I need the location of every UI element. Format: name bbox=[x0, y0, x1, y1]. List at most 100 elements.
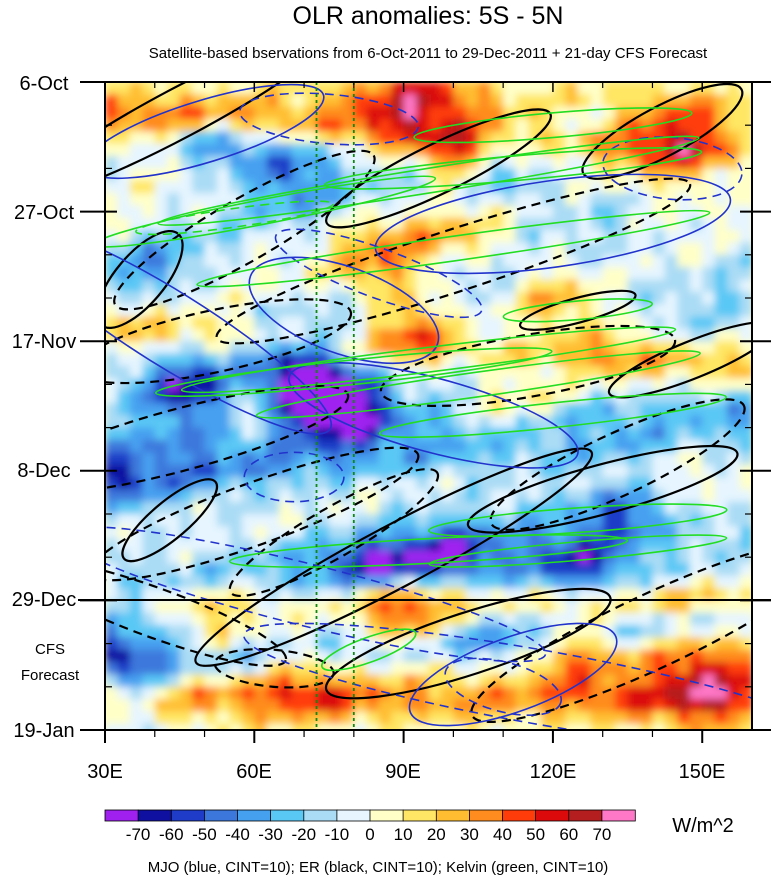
field-cell bbox=[129, 267, 144, 281]
field-cell bbox=[640, 230, 654, 244]
field-cell bbox=[727, 205, 741, 219]
field-cell bbox=[652, 378, 666, 392]
field-cell bbox=[279, 119, 293, 133]
field-cell bbox=[615, 588, 629, 602]
field-cell bbox=[453, 625, 467, 639]
field-cell bbox=[204, 353, 218, 367]
field-cell bbox=[565, 588, 579, 602]
field-cell bbox=[416, 156, 430, 170]
field-cell bbox=[179, 674, 193, 688]
field-cell bbox=[552, 477, 567, 491]
field-cell bbox=[416, 526, 430, 540]
field-cell bbox=[353, 205, 367, 219]
field-cell bbox=[192, 267, 206, 281]
field-cell bbox=[254, 711, 268, 725]
field-cell bbox=[217, 575, 231, 589]
field-cell bbox=[154, 600, 168, 614]
field-cell bbox=[142, 254, 156, 268]
field-cell bbox=[652, 711, 666, 725]
field-cell bbox=[304, 304, 318, 318]
field-cell bbox=[528, 575, 542, 589]
field-cell bbox=[217, 180, 231, 194]
field-cell bbox=[627, 551, 641, 565]
field-cell bbox=[590, 699, 604, 713]
field-cell bbox=[129, 686, 144, 700]
field-cell bbox=[329, 415, 343, 429]
field-cell bbox=[217, 106, 231, 120]
field-cell bbox=[428, 600, 442, 614]
field-cell bbox=[565, 427, 579, 441]
field-cell bbox=[615, 477, 629, 491]
field-cell bbox=[391, 662, 405, 676]
field-cell bbox=[341, 230, 355, 244]
field-cell bbox=[465, 662, 479, 676]
field-cell bbox=[490, 242, 504, 256]
field-cell bbox=[329, 341, 343, 355]
field-cell bbox=[677, 674, 691, 688]
field-cell bbox=[229, 254, 243, 268]
field-cell bbox=[440, 291, 455, 305]
field-cell bbox=[664, 514, 679, 528]
field-cell bbox=[117, 415, 131, 429]
field-cell bbox=[602, 316, 616, 330]
field-cell bbox=[129, 588, 144, 602]
field-cell bbox=[677, 538, 691, 552]
field-cell bbox=[478, 464, 492, 478]
field-cell bbox=[627, 477, 641, 491]
field-cell bbox=[627, 711, 641, 725]
field-cell bbox=[329, 699, 343, 713]
field-cell bbox=[229, 353, 243, 367]
field-cell bbox=[105, 538, 119, 552]
x-tick-label: 120E bbox=[530, 761, 577, 783]
field-cell bbox=[602, 402, 616, 416]
field-cell bbox=[167, 143, 181, 157]
field-cell bbox=[702, 378, 716, 392]
field-cell bbox=[329, 156, 343, 170]
field-cell bbox=[490, 477, 504, 491]
colorbar-swatch bbox=[303, 809, 338, 822]
field-cell bbox=[378, 316, 392, 330]
field-cell bbox=[465, 328, 479, 342]
field-cell bbox=[341, 686, 355, 700]
field-cell bbox=[217, 94, 231, 108]
field-cell bbox=[428, 526, 442, 540]
field-cell bbox=[179, 341, 193, 355]
field-cell bbox=[640, 514, 654, 528]
field-cell bbox=[689, 489, 703, 503]
field-cell bbox=[378, 143, 392, 157]
colorbar-level-label: -50 bbox=[192, 825, 217, 844]
field-cell bbox=[615, 575, 629, 589]
field-cell bbox=[266, 674, 280, 688]
field-cell bbox=[254, 230, 268, 244]
field-cell bbox=[440, 328, 455, 342]
field-cell bbox=[254, 415, 268, 429]
field-cell bbox=[689, 464, 703, 478]
field-cell bbox=[179, 415, 193, 429]
field-cell bbox=[105, 526, 119, 540]
field-cell bbox=[154, 341, 168, 355]
field-cell bbox=[515, 180, 529, 194]
field-cell bbox=[540, 242, 554, 256]
field-cell bbox=[627, 131, 641, 145]
field-cell bbox=[727, 637, 741, 651]
field-cell bbox=[540, 230, 554, 244]
field-cell bbox=[528, 637, 542, 651]
field-cell bbox=[714, 600, 728, 614]
field-cell bbox=[478, 699, 492, 713]
field-cell bbox=[540, 304, 554, 318]
field-cell bbox=[453, 600, 467, 614]
mjo-contour bbox=[374, 173, 732, 275]
field-cell bbox=[142, 588, 156, 602]
field-cell bbox=[677, 82, 691, 96]
field-cell bbox=[217, 612, 231, 626]
field-cell bbox=[577, 588, 591, 602]
field-cell bbox=[689, 588, 703, 602]
field-cell bbox=[266, 686, 280, 700]
field-cell bbox=[565, 489, 579, 503]
field-cell bbox=[341, 365, 355, 379]
field-cell bbox=[627, 82, 641, 96]
field-cell bbox=[105, 489, 119, 503]
field-cell bbox=[440, 439, 455, 453]
field-cell bbox=[105, 662, 119, 676]
field-cell bbox=[490, 625, 504, 639]
